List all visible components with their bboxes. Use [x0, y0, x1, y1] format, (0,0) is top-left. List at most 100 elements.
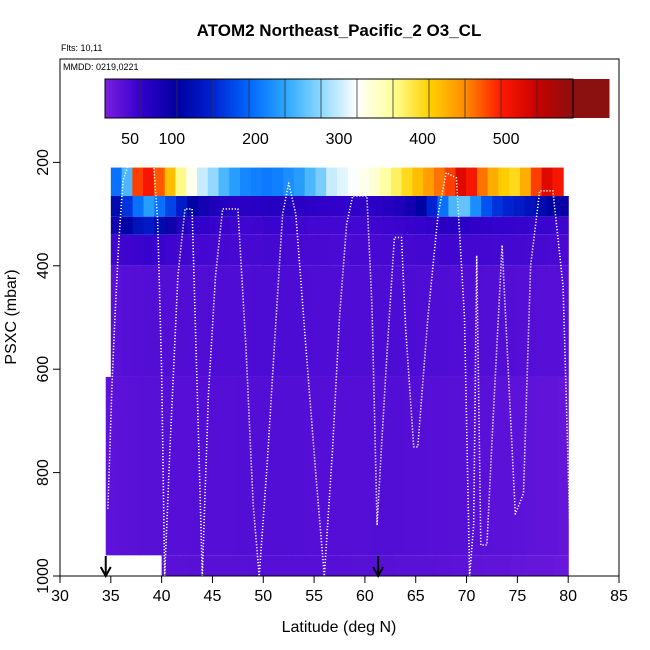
heatmap-cell — [306, 216, 319, 235]
heatmap-cell — [393, 234, 406, 266]
heatmap-cell — [229, 167, 241, 197]
heatmap-cell — [230, 196, 243, 217]
heatmap-cell — [437, 265, 449, 377]
heatmap-cell — [110, 196, 123, 217]
x-tick-label: 50 — [254, 588, 272, 605]
heatmap-cell — [422, 555, 439, 576]
heatmap-cell — [187, 196, 199, 217]
y-tick-label: 200 — [35, 149, 52, 176]
heatmap-cell — [393, 265, 406, 377]
heatmap-cell — [415, 234, 428, 266]
heatmap-cell — [361, 234, 373, 266]
heatmap-cell — [425, 376, 437, 556]
heatmap-cell — [447, 376, 459, 556]
heatmap-cell — [197, 196, 210, 217]
heatmap-cell — [121, 216, 134, 235]
heatmap-cell — [415, 196, 428, 217]
heatmap-cell — [444, 167, 457, 197]
heatmap-cell — [328, 216, 341, 235]
colorbar: 50 100 200 300 400 500 — [104, 78, 610, 148]
heatmap-cell — [176, 265, 188, 377]
heatmap-cell — [393, 196, 406, 217]
heatmap-cell — [383, 216, 395, 235]
heatmap-cell — [241, 196, 253, 217]
heatmap-cell — [546, 376, 558, 556]
heatmap-cell — [470, 216, 482, 235]
y-tick-label: 800 — [35, 459, 52, 486]
heatmap-cell — [524, 555, 540, 576]
heatmap-cell — [182, 376, 195, 556]
heatmap-cell — [285, 234, 297, 266]
heatmap-cell — [208, 196, 221, 217]
heatmap-cell — [502, 265, 515, 377]
heatmap-cell — [326, 167, 338, 197]
heatmap-cell — [208, 216, 221, 235]
heatmap-cell — [524, 265, 537, 377]
heatmap-cell — [252, 196, 264, 217]
heatmap-cell — [165, 216, 177, 235]
heatmap-cell — [335, 555, 351, 576]
heatmap-cell — [361, 265, 373, 377]
heatmap-cell — [372, 234, 384, 266]
heatmap-cell — [176, 234, 188, 266]
heatmap-cell — [458, 376, 470, 556]
heatmap-cell — [306, 555, 322, 576]
heatmap-cell — [393, 216, 406, 235]
heatmap-cell — [404, 196, 417, 217]
heatmap-cell — [154, 216, 166, 235]
heatmap-cell — [513, 376, 525, 556]
heatmap-cell — [403, 376, 415, 556]
heatmap-cell — [350, 196, 362, 217]
heatmap-cell — [470, 234, 482, 266]
x-tick-label: 65 — [407, 588, 425, 605]
heatmap-cell — [437, 196, 449, 217]
heatmap-cell — [230, 216, 243, 235]
heatmap-cell — [143, 234, 155, 266]
heatmap-cell — [383, 265, 395, 377]
heatmap-cell — [426, 265, 439, 377]
heatmap-cell — [513, 234, 526, 266]
heatmap-cell — [219, 555, 235, 576]
heatmap-cell — [230, 265, 243, 377]
heatmap-cell — [361, 216, 373, 235]
heatmap-cell — [328, 265, 341, 377]
heatmap-cell — [292, 555, 308, 576]
heatmap-cell — [110, 234, 123, 266]
heatmap-cell — [469, 376, 481, 556]
heatmap-cell — [546, 216, 558, 235]
heatmap-cell — [317, 234, 330, 266]
heatmap-cell — [285, 196, 297, 217]
colorbar-tick-label: 200 — [242, 131, 269, 148]
heatmap-cell — [372, 265, 384, 377]
heatmap-cell — [132, 216, 145, 235]
heatmap-cell — [476, 167, 489, 197]
heatmap-cell — [415, 265, 428, 377]
heatmap-cell — [502, 216, 515, 235]
heatmap-cell — [452, 555, 468, 576]
heatmap-cell — [541, 167, 553, 197]
heatmap-cell — [350, 265, 362, 377]
heatmap-cell — [379, 555, 395, 576]
heatmap-cell — [219, 196, 232, 217]
heatmap-cell — [524, 376, 536, 556]
heatmap-cell — [317, 265, 330, 377]
heatmap-cell — [171, 376, 184, 556]
heatmap-cell — [535, 216, 548, 235]
heatmap-cell — [285, 265, 297, 377]
heatmap-cell — [369, 376, 382, 556]
heatmap-cell — [215, 376, 228, 556]
heatmap-cell — [143, 216, 155, 235]
heatmap-cell — [491, 234, 504, 266]
heatmap-cell — [176, 216, 188, 235]
heatmap-cell — [132, 167, 144, 197]
heatmap-cell — [187, 265, 199, 377]
heatmap-cell — [361, 196, 373, 217]
heatmap-cell — [317, 196, 330, 217]
heatmap-cell — [436, 376, 448, 556]
heatmap-cell — [347, 376, 360, 556]
heatmap-cell — [219, 234, 232, 266]
heatmap-cell — [252, 216, 264, 235]
y-tick-label: 400 — [35, 252, 52, 279]
heatmap-cell — [186, 167, 198, 197]
heatmap-cell — [317, 216, 330, 235]
